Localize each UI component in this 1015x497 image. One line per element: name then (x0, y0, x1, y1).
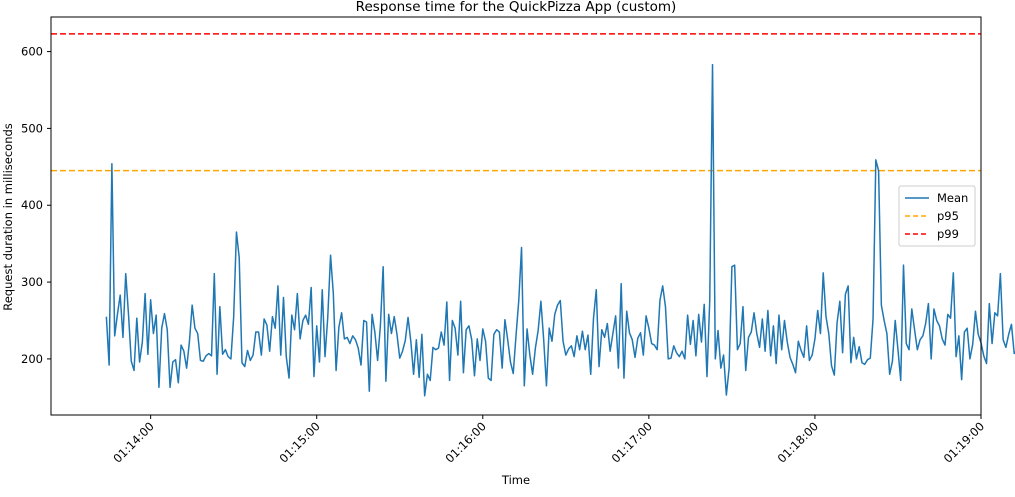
series-line-mean (105, 63, 1015, 397)
plot-frame (50, 16, 982, 416)
legend-box (898, 185, 976, 247)
y-tick-label: 500 (21, 121, 43, 135)
x-axis-label: Time (501, 473, 530, 487)
legend: Mean p95 p99 (898, 185, 976, 247)
y-axis: 200 300 400 500 600 (21, 45, 51, 366)
x-tick-label: 01:17:00 (609, 419, 655, 465)
legend-label-mean: Mean (937, 191, 968, 205)
y-tick-label: 600 (21, 45, 43, 59)
y-tick-label: 300 (21, 275, 43, 289)
y-axis-label: Request duration in milliseconds (1, 123, 15, 311)
x-axis: 01:14:00 01:15:00 01:16:00 01:17:00 01:18:00… (110, 415, 987, 466)
legend-label-p95: p95 (937, 209, 959, 223)
x-tick-label: 01:16:00 (442, 419, 488, 465)
x-tick-label: 01:19:00 (941, 419, 987, 465)
x-tick-label: 01:14:00 (110, 419, 156, 465)
reference-lines (51, 33, 981, 172)
x-tick-label: 01:18:00 (775, 419, 821, 465)
chart-title: Response time for the QuickPizza App (cu… (356, 0, 677, 15)
x-tick-label: 01:15:00 (276, 419, 322, 465)
y-tick-label: 200 (21, 352, 43, 366)
y-tick-label: 400 (21, 198, 43, 212)
plot-area (51, 33, 1015, 397)
legend-label-p99: p99 (937, 227, 959, 241)
